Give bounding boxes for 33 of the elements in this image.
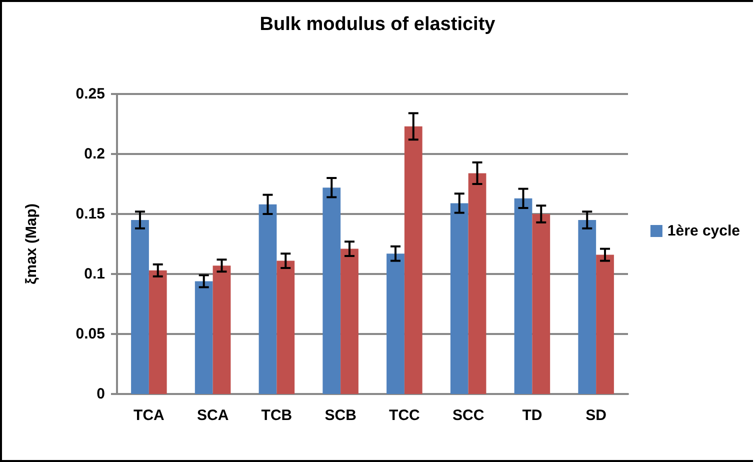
- x-tick-label: SCA: [196, 407, 229, 424]
- y-tick-label: 0.2: [84, 146, 105, 162]
- x-tick-label: SCB: [324, 407, 357, 424]
- bar: [322, 188, 341, 394]
- x-tick-label: TCA: [134, 407, 165, 424]
- x-tick-label: SD: [586, 407, 607, 424]
- bar: [386, 254, 404, 394]
- chart-title: Bulk modulus of elasticity: [260, 14, 496, 35]
- bar: [148, 270, 167, 394]
- bar: [596, 254, 614, 394]
- y-axis-title: ξmax (Map): [23, 204, 40, 284]
- y-tick-label: 0: [96, 386, 105, 402]
- bar: [194, 281, 213, 394]
- legend-label: 1ère cycle: [667, 222, 740, 240]
- bar: [276, 260, 295, 394]
- x-tick-label: TCB: [261, 407, 292, 424]
- bar: [468, 173, 486, 394]
- y-tick-label: 0.05: [76, 326, 105, 342]
- bar: [514, 198, 532, 394]
- y-tick-label: 0.1: [84, 266, 105, 282]
- y-tick-label: 0.15: [76, 206, 105, 222]
- bar: [212, 266, 231, 394]
- bar: [404, 126, 422, 394]
- bar: [578, 220, 596, 394]
- y-tick-label: 0.25: [76, 86, 105, 102]
- x-tick-label: SCC: [452, 407, 484, 424]
- bar: [258, 204, 277, 394]
- x-tick-label: TCC: [389, 407, 420, 424]
- bar: [532, 214, 550, 394]
- bar: [450, 203, 468, 394]
- bar: [131, 220, 149, 394]
- x-tick-label: TD: [522, 407, 542, 424]
- bar: [340, 248, 358, 394]
